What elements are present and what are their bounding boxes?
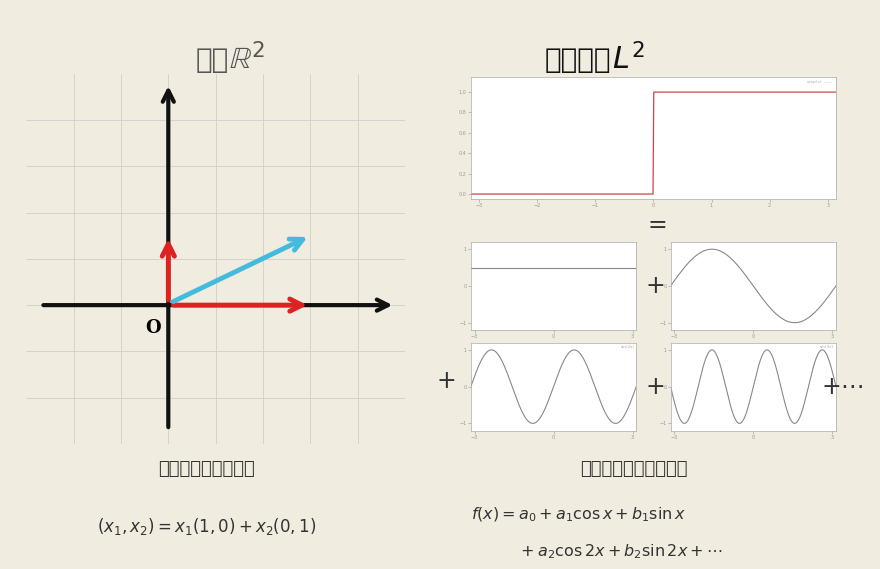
Text: $\quad\quad\quad + a_2\cos 2x + b_2\sin 2x + \cdots$: $\quad\quad\quad + a_2\cos 2x + b_2\sin … <box>471 543 722 561</box>
Text: $f(x) = a_0 + a_1\cos x + b_1\sin x$: $f(x) = a_0 + a_1\cos x + b_1\sin x$ <box>471 506 686 524</box>
Text: $+$: $+$ <box>645 274 664 298</box>
Text: step(x)  ——: step(x) —— <box>807 80 832 84</box>
Text: sin(3x): sin(3x) <box>820 345 834 349</box>
Text: 平面: 平面 <box>195 46 229 74</box>
Text: 各成分に分解できる: 各成分に分解できる <box>158 460 255 479</box>
Text: $\mathbb{R}^2$: $\mathbb{R}^2$ <box>229 43 265 76</box>
Text: $+$: $+$ <box>645 375 664 399</box>
Text: O: O <box>145 319 161 337</box>
Text: sin(2x): sin(2x) <box>620 345 634 349</box>
Text: $(x_1, x_2) = x_1(1,0) + x_2(0,1)$: $(x_1, x_2) = x_1(1,0) + x_2(0,1)$ <box>97 516 317 537</box>
Text: 関数空間: 関数空間 <box>545 46 612 74</box>
Text: $=$: $=$ <box>642 211 667 235</box>
Text: $+$: $+$ <box>436 369 455 393</box>
Text: $L^2$: $L^2$ <box>612 43 644 76</box>
Text: $+ \cdots$: $+ \cdots$ <box>821 375 863 399</box>
Text: 各成分に分解できる？: 各成分に分解できる？ <box>580 460 687 479</box>
